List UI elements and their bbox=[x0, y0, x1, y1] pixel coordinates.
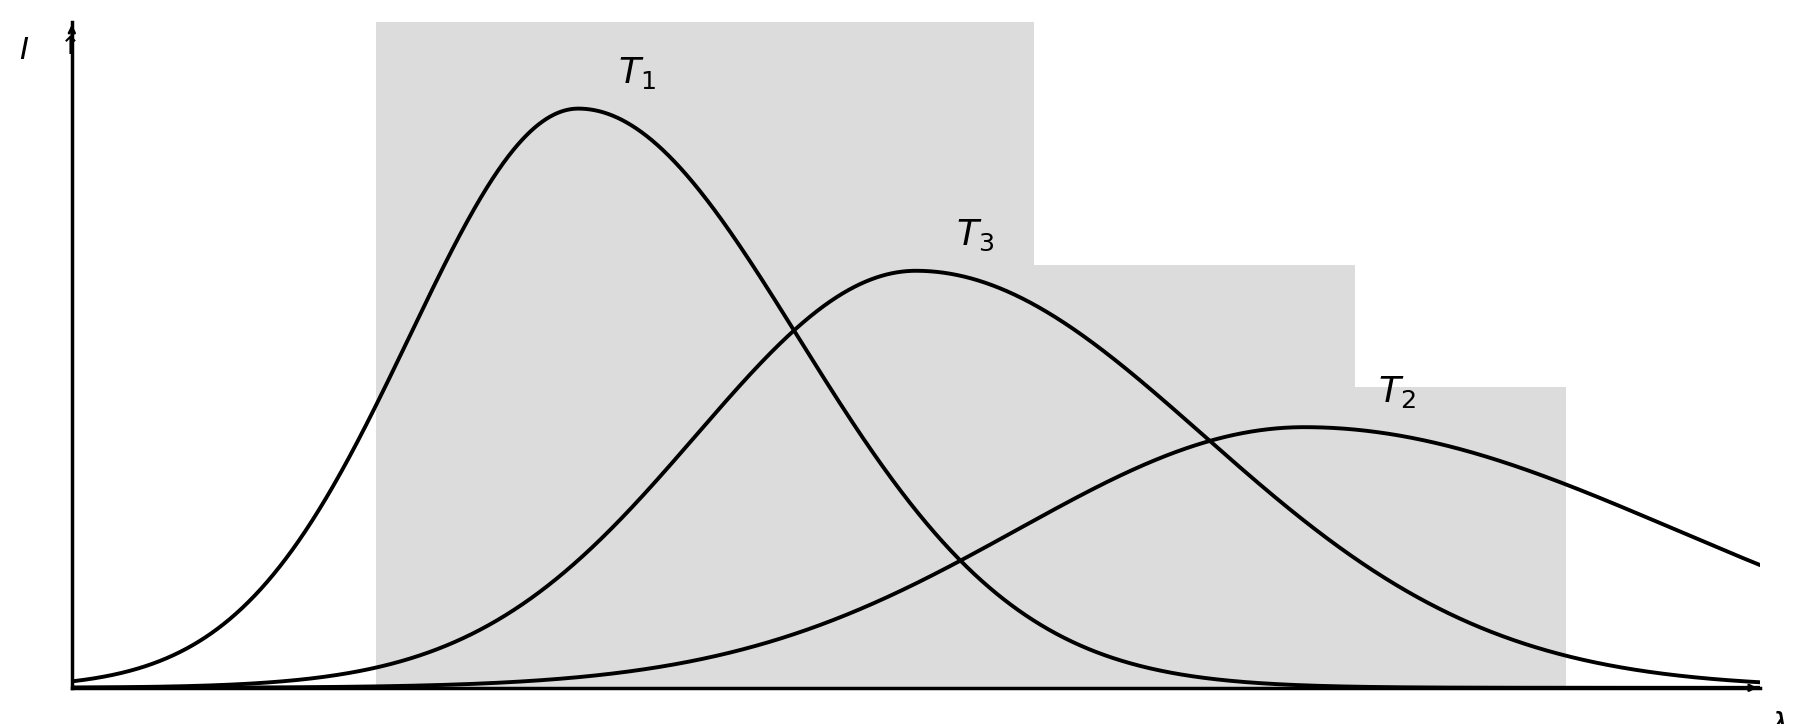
Text: $T_2$: $T_2$ bbox=[1378, 374, 1415, 410]
Text: $\lambda$: $\lambda$ bbox=[1769, 711, 1787, 724]
Polygon shape bbox=[375, 22, 1760, 688]
Text: $\uparrow$: $\uparrow$ bbox=[56, 35, 77, 59]
Text: $I$: $I$ bbox=[20, 35, 29, 66]
Text: $T_1$: $T_1$ bbox=[618, 55, 656, 91]
Text: $T_3$: $T_3$ bbox=[955, 218, 993, 253]
